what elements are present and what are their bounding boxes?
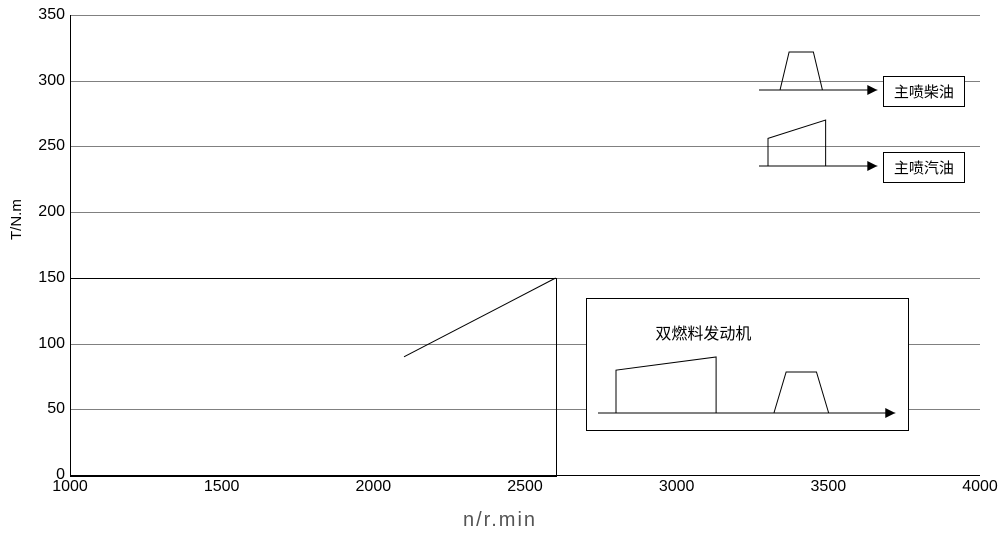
y-axis-label: T/N.m bbox=[8, 199, 25, 240]
gridline-h bbox=[70, 146, 980, 147]
legend-glyph-gasoline bbox=[768, 120, 826, 166]
gridline-h bbox=[70, 81, 980, 82]
legend-label-diesel: 主喷柴油 bbox=[883, 76, 965, 107]
x-tick-label: 1000 bbox=[52, 478, 88, 496]
inset-glyph-diesel bbox=[774, 372, 829, 413]
inset-pointer-line bbox=[404, 278, 558, 359]
x-axis-label: n/r.min bbox=[0, 509, 1000, 532]
y-tick-label: 150 bbox=[5, 269, 65, 287]
x-tick-label: 1500 bbox=[204, 478, 240, 496]
legend-label-gasoline: 主喷汽油 bbox=[883, 152, 965, 183]
legend-arrow-diesel bbox=[759, 83, 887, 97]
inset-glyph-gasoline bbox=[616, 357, 716, 414]
y-tick-label: 250 bbox=[5, 137, 65, 155]
gridline-h bbox=[70, 15, 980, 16]
y-tick-label: 100 bbox=[5, 335, 65, 353]
y-tick-label: 300 bbox=[5, 72, 65, 90]
x-tick-label: 2500 bbox=[507, 478, 543, 496]
y-tick-label: 50 bbox=[5, 400, 65, 418]
x-tick-label: 4000 bbox=[962, 478, 998, 496]
x-tick-label: 3500 bbox=[811, 478, 847, 496]
inset-label: 双燃料发动机 bbox=[655, 320, 751, 344]
y-tick-label: 350 bbox=[5, 6, 65, 24]
x-tick-label: 3000 bbox=[659, 478, 695, 496]
gridline-h bbox=[70, 212, 980, 213]
x-tick-label: 2000 bbox=[356, 478, 392, 496]
legend-glyph-diesel bbox=[780, 52, 822, 90]
